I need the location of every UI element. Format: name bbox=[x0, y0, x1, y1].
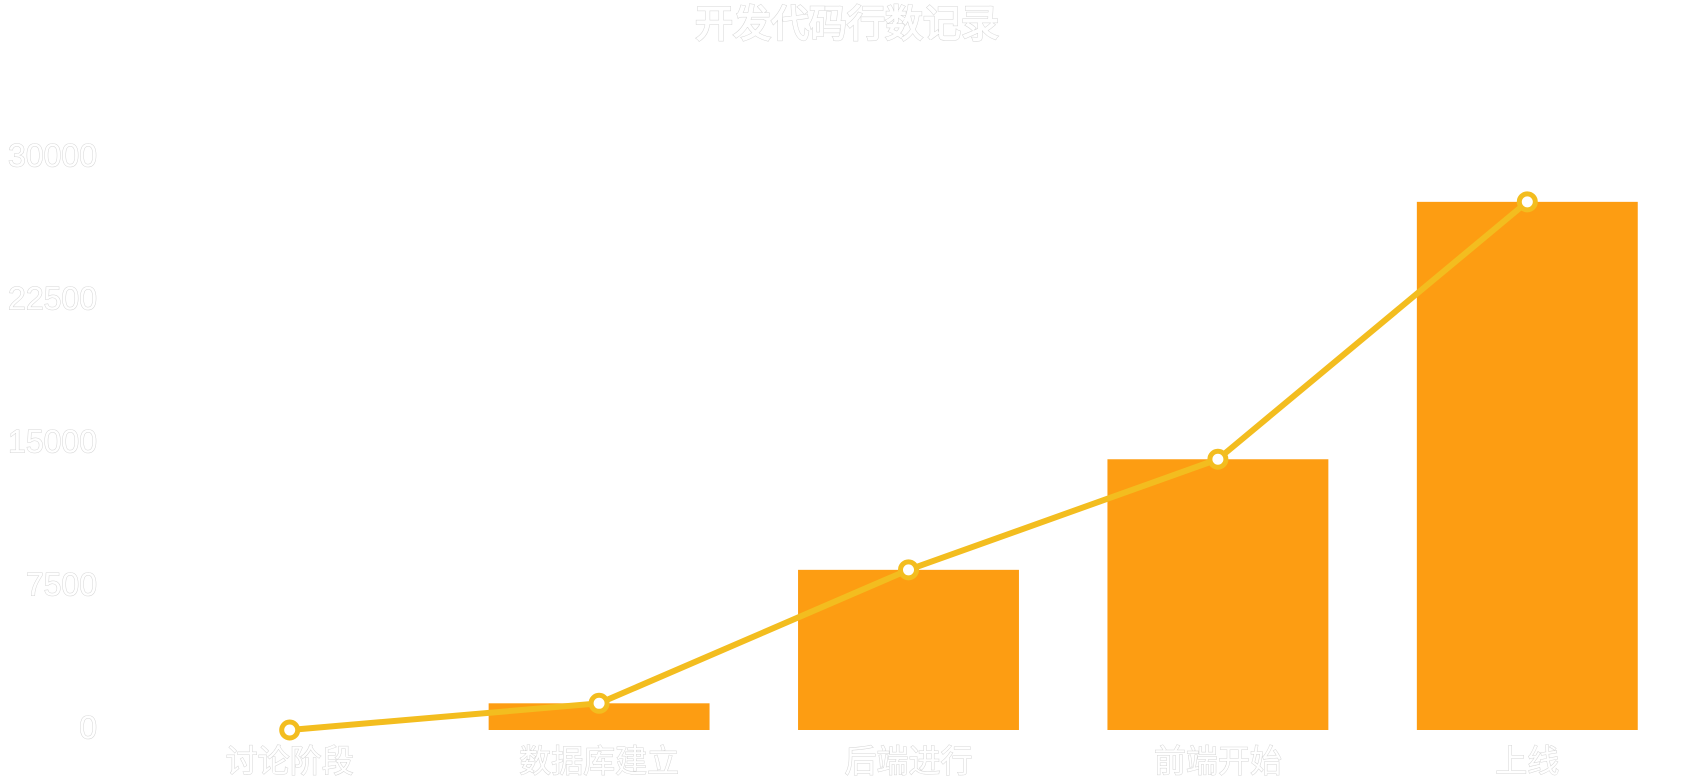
x-tick-label: 上线 bbox=[1495, 742, 1559, 780]
y-tick-label: 0 bbox=[79, 709, 97, 745]
x-tick-label: 讨论阶段 bbox=[226, 742, 354, 780]
y-tick-label: 22500 bbox=[8, 280, 97, 316]
y-axis-ticks: 0 7500 15000 22500 30000 bbox=[8, 137, 98, 746]
line-point bbox=[1516, 191, 1538, 213]
line-point bbox=[898, 559, 919, 581]
x-axis-labels: 讨论阶段 数据库建立 后端进行 前端开始 上线 bbox=[225, 742, 1560, 781]
bar bbox=[1107, 459, 1329, 730]
y-tick-label: 15000 bbox=[8, 423, 97, 459]
y-tick-label: 7500 bbox=[26, 566, 97, 602]
line-point bbox=[279, 719, 301, 741]
line-point bbox=[588, 692, 610, 714]
x-tick-label: 前端开始 bbox=[1154, 742, 1282, 780]
line-series bbox=[279, 191, 1538, 741]
x-tick-label: 数据库建立 bbox=[519, 742, 679, 780]
line-point bbox=[1207, 448, 1229, 470]
y-tick-label: 30000 bbox=[8, 137, 97, 173]
bar-series bbox=[488, 201, 1638, 730]
bar bbox=[798, 569, 1019, 730]
chart-title: 开发代码行数记录 bbox=[694, 2, 999, 47]
x-tick-label: 后端进行 bbox=[844, 742, 972, 780]
bar bbox=[1416, 201, 1638, 730]
